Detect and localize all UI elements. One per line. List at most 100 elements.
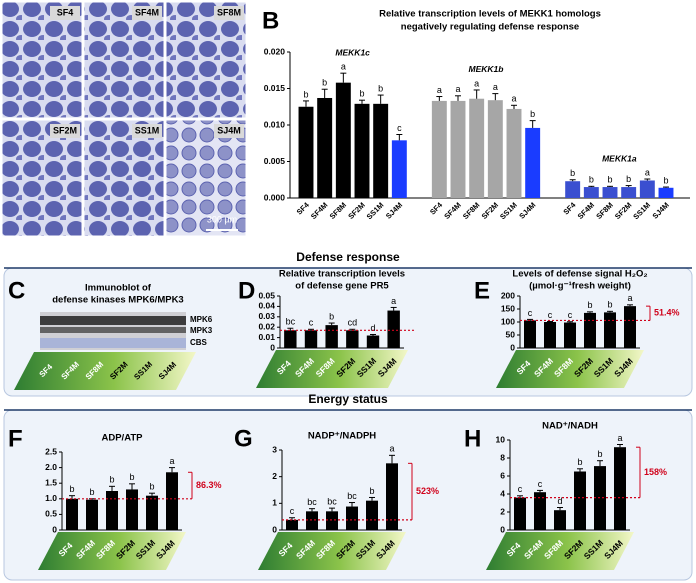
bar [604, 312, 616, 348]
y-tick-label: 0 [510, 342, 515, 352]
significance-letter: d [557, 496, 562, 506]
micrograph-label: SF4 [57, 7, 74, 17]
y-tick-label: 200 [501, 290, 515, 300]
bar [574, 471, 586, 530]
chart-title: Relative transcription levels [279, 269, 405, 280]
significance-letter: bc [327, 497, 337, 507]
group-label: MEKK1c [335, 47, 370, 57]
chart-title: of defense gene PR5 [295, 281, 389, 292]
micrograph-label: SF8M [217, 7, 241, 17]
y-tick-label: 0.05 [258, 290, 275, 300]
bar [506, 108, 522, 198]
y-tick-label: 100 [501, 316, 515, 326]
panel-label: B [262, 7, 279, 34]
significance-letter: c [309, 318, 314, 328]
bar [346, 506, 358, 530]
y-tick-label: 1.0 [45, 493, 57, 503]
bar [126, 489, 138, 530]
group-label: MEKK1a [602, 153, 637, 163]
x-tick-label: SF8M [328, 200, 349, 221]
category-band [486, 532, 634, 570]
x-tick-label: SF2M [346, 200, 367, 221]
bar [286, 519, 298, 530]
significance-letter: b [329, 311, 334, 321]
significance-letter: b [322, 78, 327, 88]
x-tick-label: SF8M [594, 200, 615, 221]
bar [354, 103, 370, 198]
y-tick-label: 0 [52, 524, 57, 534]
significance-letter: c [397, 123, 402, 133]
x-tick-label: SS1M [365, 200, 386, 221]
x-tick-label: SJ4M [651, 200, 671, 220]
micrograph-label-box [214, 124, 244, 138]
chart-title: Levels of defense signal H₂O₂ [512, 269, 647, 280]
bar [450, 100, 466, 198]
bar [624, 306, 636, 348]
significance-letter: a [617, 433, 622, 443]
bar [304, 330, 318, 348]
significance-letter: a [493, 82, 498, 92]
section-title: Energy status [308, 392, 388, 406]
scale-bar-label: 300 µm [207, 214, 237, 224]
significance-letter: b [303, 89, 308, 99]
x-tick-label: SF2M [613, 200, 634, 221]
significance-letter: b [69, 484, 74, 494]
bar [366, 335, 380, 348]
micrograph [1, 119, 83, 237]
significance-letter: a [391, 296, 396, 306]
y-tick-label: 0.01 [258, 332, 275, 342]
x-tick-label: SS1M [498, 200, 519, 221]
micrograph-label-box [50, 6, 80, 20]
band-label: CBS [190, 338, 208, 347]
bar [431, 100, 447, 198]
micrograph-label-box [132, 6, 162, 20]
significance-letter: b [359, 89, 364, 99]
category-band [496, 350, 644, 388]
significance-letter: c [290, 506, 295, 516]
bar [602, 187, 618, 198]
bar [335, 82, 351, 198]
section-title: Defense response [296, 250, 400, 264]
chart-title: Relative transcription levels of MEKK1 h… [379, 9, 601, 20]
significance-letter: d [370, 323, 375, 333]
significance-letter: b [577, 457, 582, 467]
significance-letter: b [597, 449, 602, 459]
bar [298, 106, 314, 198]
significance-letter: c [548, 310, 553, 320]
y-tick-label: 0 [272, 524, 277, 534]
y-tick-label: 0 [500, 524, 505, 534]
significance-letter: b [89, 487, 94, 497]
significance-letter: b [626, 174, 631, 184]
y-tick-label: 0.005 [264, 156, 286, 166]
change-annotation: 86.3% [196, 480, 222, 490]
micrograph [165, 119, 247, 237]
band-label: MPK6 [190, 315, 213, 324]
x-tick-label: SF2M [480, 200, 501, 221]
significance-letter: b [607, 175, 612, 185]
y-tick-label: 50 [506, 329, 516, 339]
y-tick-label: 2.5 [45, 446, 57, 456]
panel-label: G [234, 425, 253, 452]
x-tick-label: SF8M [461, 200, 482, 221]
significance-letter: a [169, 456, 174, 466]
bar [325, 325, 338, 348]
micrograph [83, 119, 165, 237]
bar [525, 127, 541, 198]
panel-label: C [8, 277, 25, 304]
bar [554, 510, 566, 530]
bar [621, 187, 637, 198]
y-tick-label: 0.020 [264, 46, 286, 56]
significance-letter: c [518, 484, 523, 494]
significance-letter: a [645, 167, 650, 177]
blot-title: defense kinases MPK6/MPK3 [52, 295, 183, 306]
change-annotation: 523% [416, 486, 439, 496]
bar [346, 330, 359, 348]
y-tick-label: 10 [496, 434, 506, 444]
bar [564, 322, 576, 348]
significance-letter: a [627, 293, 632, 303]
bar [146, 495, 158, 530]
significance-letter: c [538, 479, 543, 489]
micrograph-label-box [50, 124, 80, 138]
significance-letter: a [455, 84, 460, 94]
